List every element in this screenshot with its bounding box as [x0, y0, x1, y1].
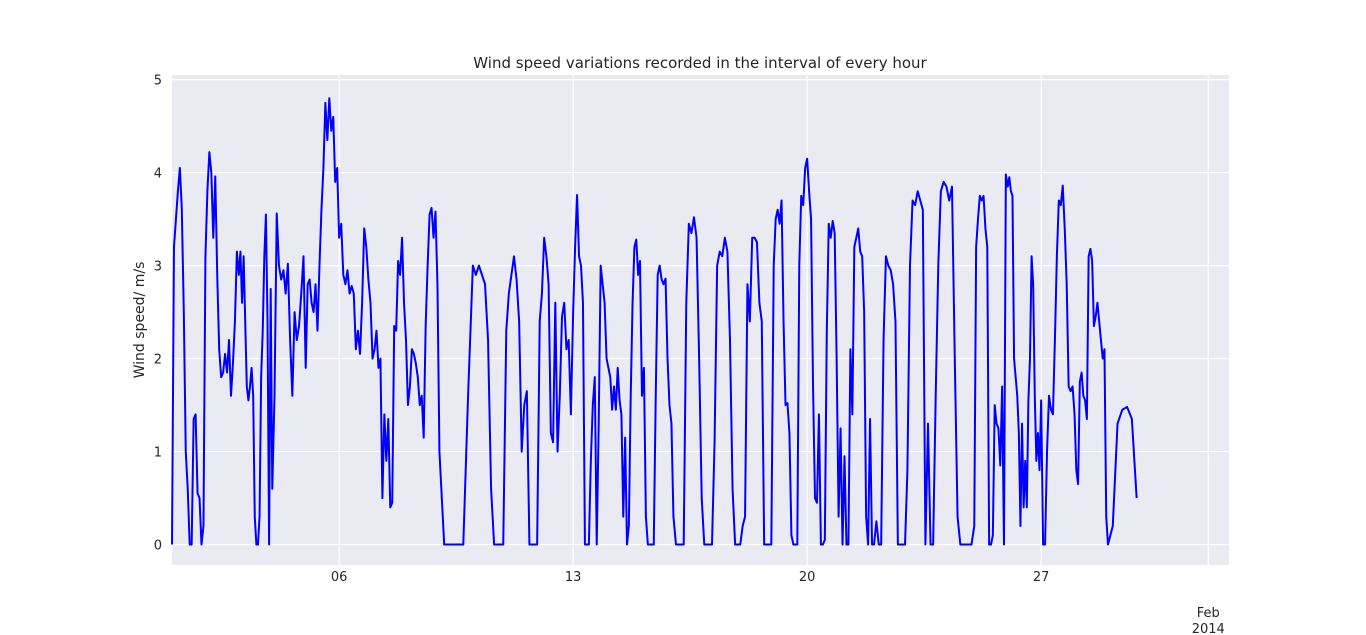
x-tick-label: Feb [1197, 606, 1220, 621]
y-tick-label: 1 [154, 446, 162, 461]
y-tick-labels: 0 1 2 3 4 5 [154, 74, 162, 554]
x-tick-label: 13 [565, 570, 582, 585]
y-tick-label: 0 [154, 539, 162, 554]
y-axis-label: Wind speed/ m/s [132, 262, 148, 379]
chart-title: Wind speed variations recorded in the in… [473, 54, 927, 72]
y-tick-label: 3 [154, 260, 162, 275]
x-tick-sublabel: 2014 [1192, 622, 1225, 635]
y-tick-label: 4 [154, 167, 162, 182]
plot-area [172, 75, 1229, 565]
x-tick-label: 06 [331, 570, 348, 585]
x-tick-label: 20 [799, 570, 816, 585]
y-tick-label: 5 [154, 74, 162, 89]
x-tick-label: 27 [1033, 570, 1050, 585]
y-tick-label: 2 [154, 353, 162, 368]
grid-lines [172, 75, 1229, 565]
wind-speed-series-line [171, 97, 1138, 546]
